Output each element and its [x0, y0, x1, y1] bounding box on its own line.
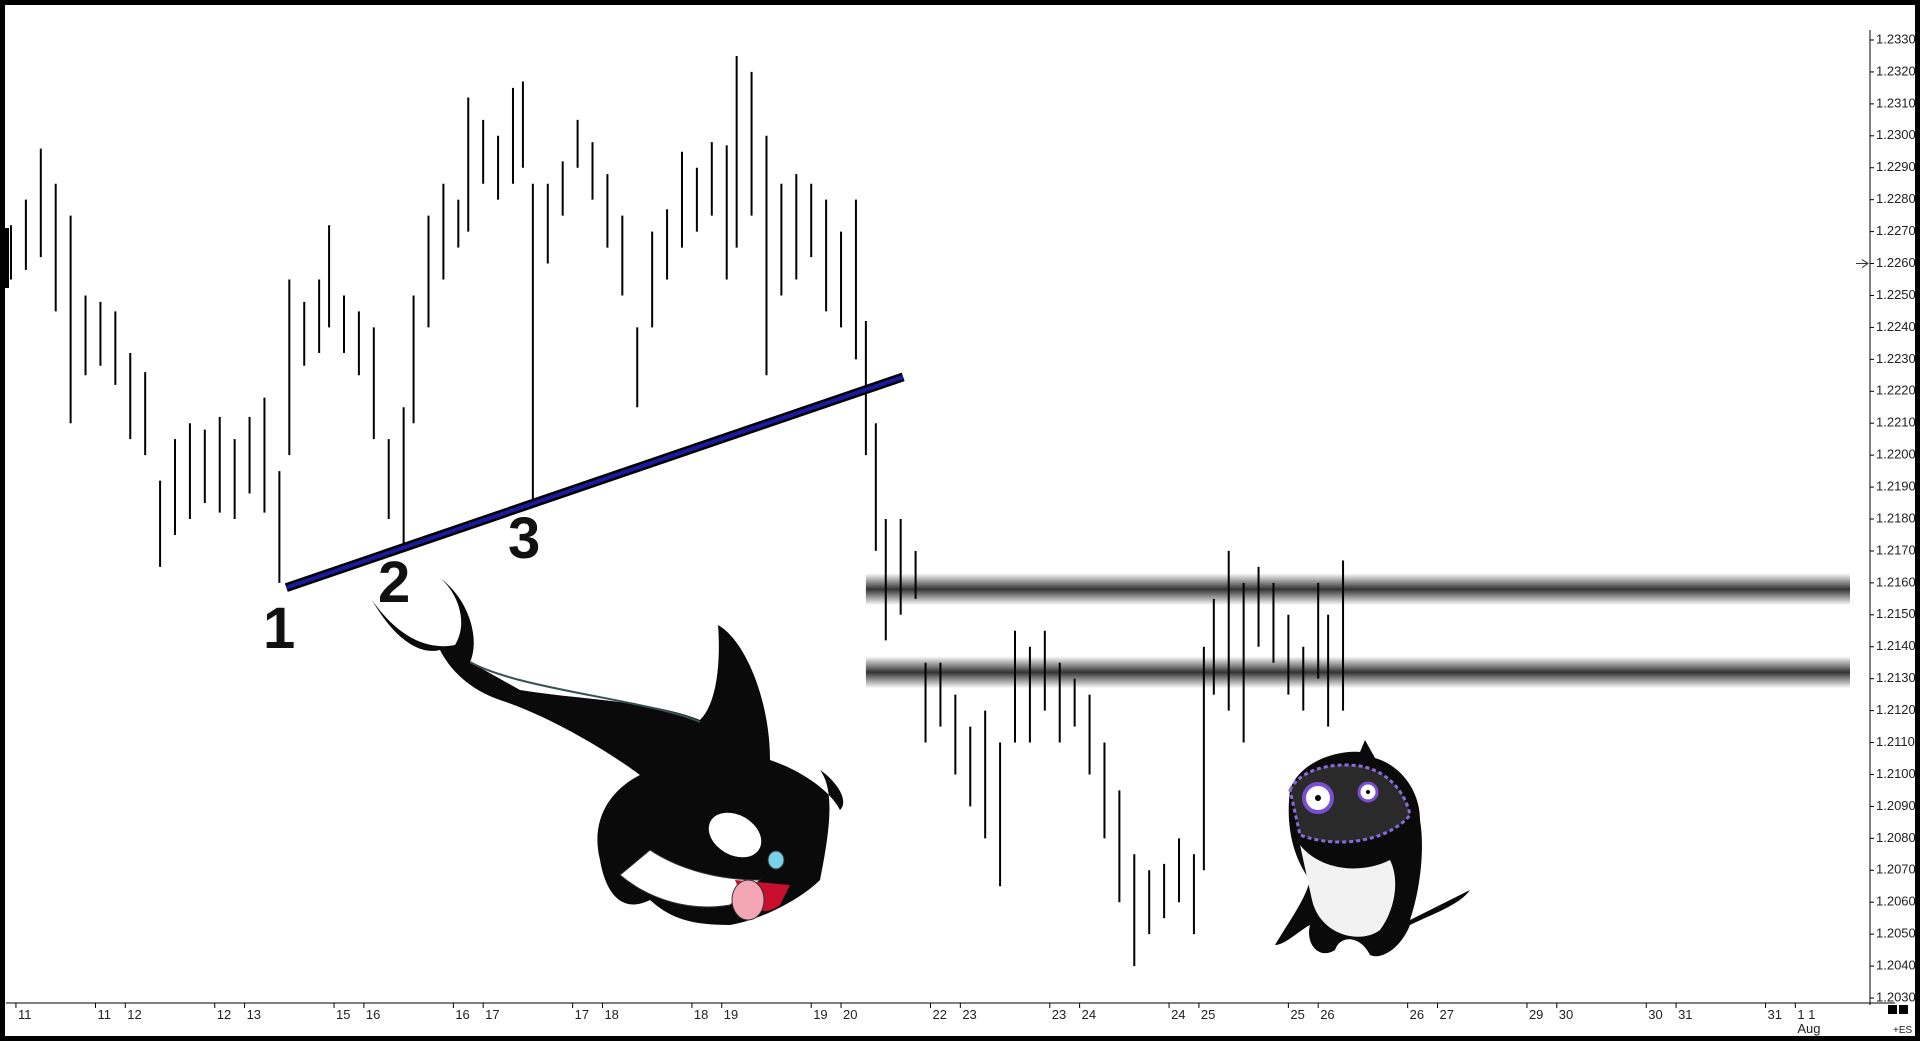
y-tick-label: 1.2120 [1876, 702, 1915, 717]
touch-point-label: 2 [378, 550, 410, 615]
current-price-marker [1856, 259, 1869, 268]
x-tick-label: 1 1 [1797, 1007, 1815, 1022]
y-tick-label: 1.2080 [1876, 830, 1915, 845]
x-tick-label: 19 [813, 1007, 827, 1022]
y-tick-label: 1.2270 [1876, 223, 1915, 238]
x-tick-label: 23 [962, 1007, 976, 1022]
y-tick-label: 1.2180 [1876, 510, 1915, 525]
touch-point-label: 3 [508, 506, 540, 571]
x-tick-label: 16 [455, 1007, 469, 1022]
y-tick-label: 1.2330 [1876, 31, 1915, 46]
y-tick-label: 1.2130 [1876, 670, 1915, 685]
corner-icon [1899, 1005, 1908, 1014]
x-tick-label: 27 [1439, 1007, 1453, 1022]
x-tick-label: 30 [1559, 1007, 1573, 1022]
x-tick-label: 16 [366, 1007, 380, 1022]
corner-icon [1888, 1005, 1897, 1014]
x-tick-label: 23 [1052, 1007, 1066, 1022]
y-tick-label: 1.2070 [1876, 862, 1915, 877]
y-tick-label: 1.2210 [1876, 415, 1915, 430]
x-tick-label: 25 [1290, 1007, 1304, 1022]
y-tick-label: 1.2190 [1876, 479, 1915, 494]
x-tick-label: 20 [843, 1007, 857, 1022]
x-tick-label: 22 [933, 1007, 947, 1022]
orca-left [372, 578, 844, 925]
y-tick-label: 1.2040 [1876, 958, 1915, 973]
x-tick-label: 17 [575, 1007, 589, 1022]
y-tick-label: 1.2260 [1876, 255, 1915, 270]
y-tick-label: 1.2050 [1876, 926, 1915, 941]
touch-point-label: 1 [263, 596, 295, 661]
y-tick-label: 1.2100 [1876, 766, 1915, 781]
y-tick-label: 1.2290 [1876, 159, 1915, 174]
resistance-zone [865, 656, 1851, 689]
y-tick-label: 1.2230 [1876, 351, 1915, 366]
x-tick-label: 24 [1171, 1007, 1185, 1022]
x-tick-label: 26 [1410, 1007, 1424, 1022]
y-tick-label: 1.2220 [1876, 383, 1915, 398]
trendline [285, 375, 904, 590]
resistance-zone [865, 573, 1851, 606]
x-tick-label: 17 [485, 1007, 499, 1022]
y-tick-label: 1.2110 [1876, 734, 1915, 749]
corner-label: +ES [1893, 1025, 1913, 1036]
x-tick-label: 18 [694, 1007, 708, 1022]
x-tick-label: 30 [1648, 1007, 1662, 1022]
x-tick-label: 15 [336, 1007, 350, 1022]
y-tick-label: 1.2300 [1876, 127, 1915, 142]
y-tick-label: 1.2150 [1876, 606, 1915, 621]
x-tick-label: 13 [247, 1007, 261, 1022]
x-month-label: Aug [1797, 1021, 1820, 1036]
x-tick-label: 11 [97, 1007, 111, 1022]
y-tick-label: 1.2140 [1876, 638, 1915, 653]
y-tick-label: 1.2320 [1876, 63, 1915, 78]
y-tick-label: 1.2310 [1876, 95, 1915, 110]
x-tick-label: 19 [724, 1007, 738, 1022]
y-tick-label: 1.2280 [1876, 191, 1915, 206]
x-tick-label: 12 [127, 1007, 141, 1022]
orca-right [1275, 740, 1470, 957]
y-tick-label: 1.2240 [1876, 319, 1915, 334]
x-tick-label: 24 [1082, 1007, 1096, 1022]
x-tick-label: 31 [1768, 1007, 1782, 1022]
x-tick-label: 18 [604, 1007, 618, 1022]
chart: 1.2030 1.2040 1.2050 1.2060 1.2070 1.2080 1.20… [5, 30, 1915, 1036]
y-tick-label: 1.2160 [1876, 574, 1915, 589]
y-tick-label: 1.2170 [1876, 542, 1915, 557]
x-tick-label: 26 [1320, 1007, 1334, 1022]
y-tick-label: 1.2250 [1876, 287, 1915, 302]
x-tick-label: 12 [217, 1007, 231, 1022]
x-tick-label: 31 [1678, 1007, 1692, 1022]
y-tick-label: 1.2090 [1876, 798, 1915, 813]
edge-marker [5, 228, 9, 288]
x-tick-label: 11 [18, 1007, 32, 1022]
x-tick-label: 25 [1201, 1007, 1215, 1022]
y-tick-label: 1.2200 [1876, 447, 1915, 462]
y-tick-label: 1.2030 [1876, 989, 1915, 1004]
y-tick-label: 1.2060 [1876, 894, 1915, 909]
x-tick-label: 29 [1529, 1007, 1543, 1022]
